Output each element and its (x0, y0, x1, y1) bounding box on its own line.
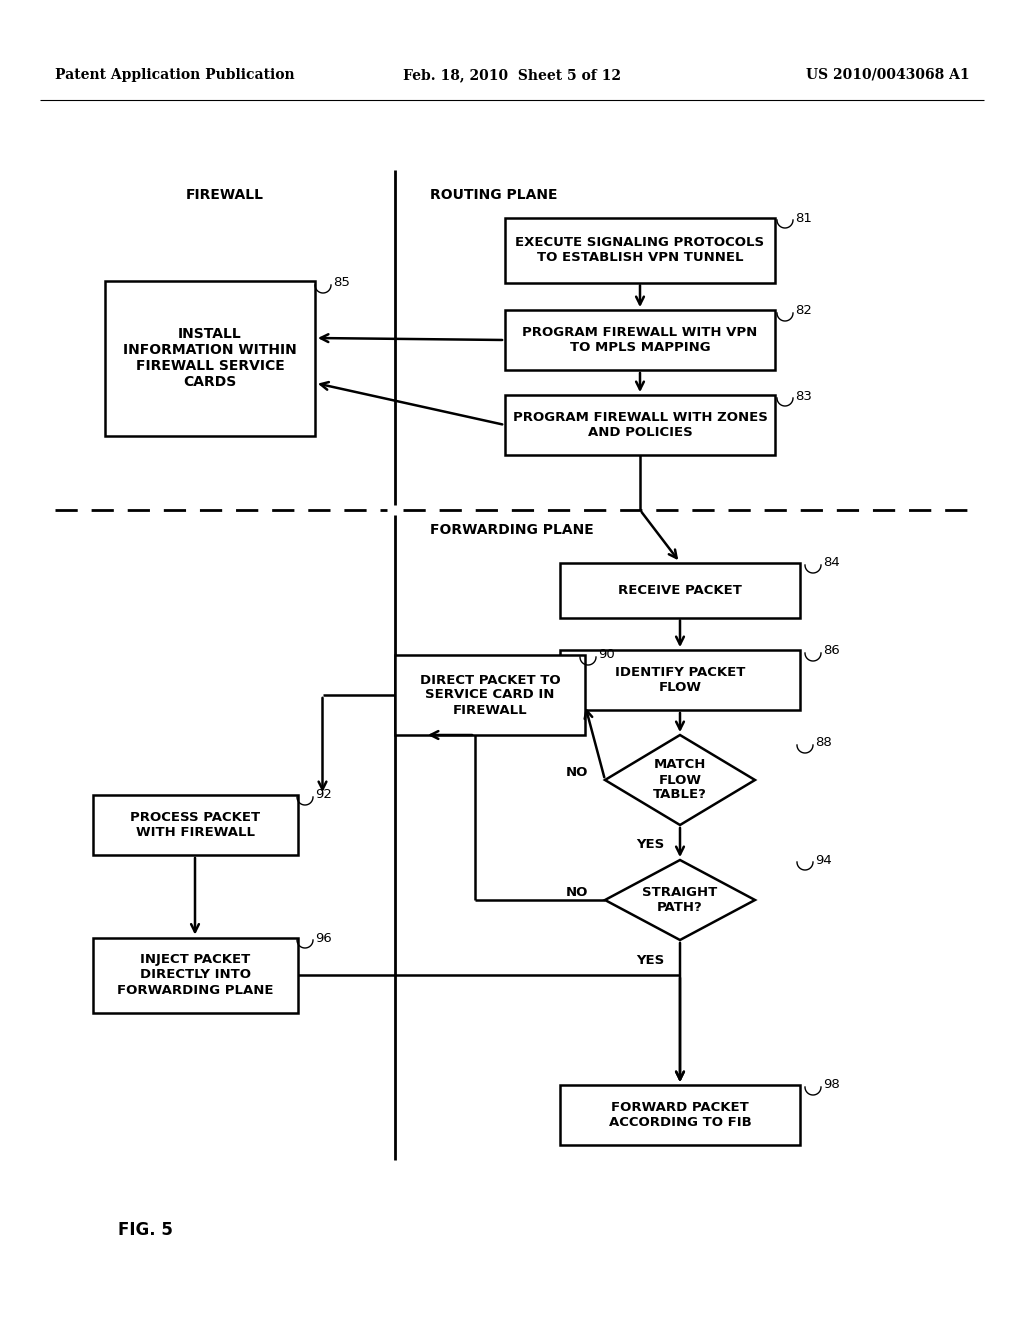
FancyBboxPatch shape (505, 310, 775, 370)
FancyBboxPatch shape (92, 937, 298, 1012)
Text: RECEIVE PACKET: RECEIVE PACKET (618, 583, 742, 597)
Text: 86: 86 (823, 644, 840, 657)
FancyBboxPatch shape (560, 649, 800, 710)
Text: YES: YES (636, 953, 665, 966)
FancyBboxPatch shape (105, 281, 315, 436)
FancyBboxPatch shape (505, 395, 775, 455)
Text: INJECT PACKET
DIRECTLY INTO
FORWARDING PLANE: INJECT PACKET DIRECTLY INTO FORWARDING P… (117, 953, 273, 997)
Text: EXECUTE SIGNALING PROTOCOLS
TO ESTABLISH VPN TUNNEL: EXECUTE SIGNALING PROTOCOLS TO ESTABLISH… (515, 236, 765, 264)
Text: MATCH
FLOW
TABLE?: MATCH FLOW TABLE? (653, 759, 707, 801)
Text: YES: YES (636, 838, 665, 851)
Text: FORWARDING PLANE: FORWARDING PLANE (430, 523, 594, 537)
Text: NO: NO (566, 886, 588, 899)
Text: 98: 98 (823, 1078, 840, 1092)
FancyBboxPatch shape (92, 795, 298, 855)
FancyBboxPatch shape (560, 1085, 800, 1144)
Text: DIRECT PACKET TO
SERVICE CARD IN
FIREWALL: DIRECT PACKET TO SERVICE CARD IN FIREWAL… (420, 673, 560, 717)
Text: INSTALL
INFORMATION WITHIN
FIREWALL SERVICE
CARDS: INSTALL INFORMATION WITHIN FIREWALL SERV… (123, 327, 297, 389)
FancyBboxPatch shape (505, 218, 775, 282)
Text: Feb. 18, 2010  Sheet 5 of 12: Feb. 18, 2010 Sheet 5 of 12 (403, 69, 621, 82)
Text: Patent Application Publication: Patent Application Publication (55, 69, 295, 82)
Text: FIREWALL: FIREWALL (186, 187, 264, 202)
Text: 96: 96 (315, 932, 332, 945)
Text: ROUTING PLANE: ROUTING PLANE (430, 187, 557, 202)
Text: IDENTIFY PACKET
FLOW: IDENTIFY PACKET FLOW (614, 667, 745, 694)
Text: 84: 84 (823, 557, 840, 569)
Text: PROGRAM FIREWALL WITH ZONES
AND POLICIES: PROGRAM FIREWALL WITH ZONES AND POLICIES (513, 411, 767, 440)
Text: 88: 88 (815, 737, 831, 750)
Text: 83: 83 (795, 389, 812, 403)
Text: STRAIGHT
PATH?: STRAIGHT PATH? (642, 886, 718, 913)
Text: 92: 92 (315, 788, 332, 801)
FancyBboxPatch shape (395, 655, 585, 735)
Polygon shape (605, 861, 755, 940)
Text: PROCESS PACKET
WITH FIREWALL: PROCESS PACKET WITH FIREWALL (130, 810, 260, 840)
Text: 94: 94 (815, 854, 831, 866)
Text: FIG. 5: FIG. 5 (118, 1221, 172, 1239)
Polygon shape (605, 735, 755, 825)
Text: 81: 81 (795, 211, 812, 224)
Text: 85: 85 (333, 276, 350, 289)
Text: NO: NO (566, 766, 588, 779)
Text: PROGRAM FIREWALL WITH VPN
TO MPLS MAPPING: PROGRAM FIREWALL WITH VPN TO MPLS MAPPIN… (522, 326, 758, 354)
Text: 90: 90 (598, 648, 614, 661)
FancyBboxPatch shape (560, 562, 800, 618)
Text: FORWARD PACKET
ACCORDING TO FIB: FORWARD PACKET ACCORDING TO FIB (608, 1101, 752, 1129)
Text: US 2010/0043068 A1: US 2010/0043068 A1 (806, 69, 970, 82)
Text: 82: 82 (795, 305, 812, 318)
